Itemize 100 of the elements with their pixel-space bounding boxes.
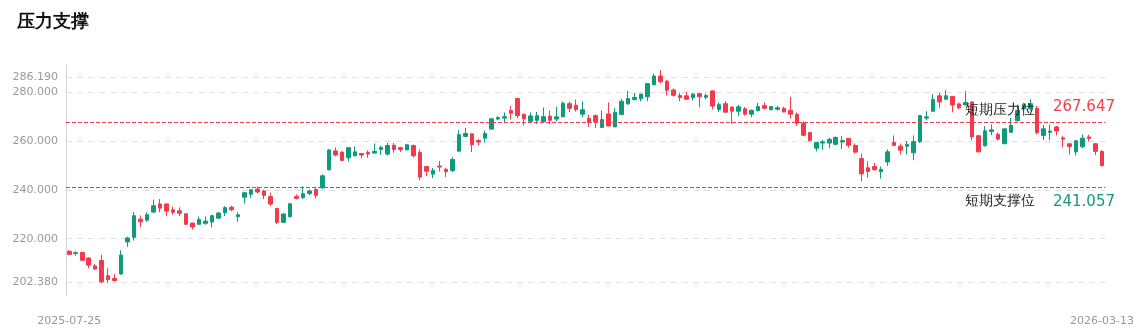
candlestick (424, 165, 429, 177)
candlestick (652, 73, 656, 86)
candlestick (145, 211, 149, 223)
candlestick (398, 146, 403, 153)
candlestick (1093, 142, 1098, 156)
candlestick (190, 222, 195, 230)
candlestick (957, 101, 961, 110)
y-tick-label: 286.190 (12, 70, 58, 84)
candlestick (340, 150, 344, 162)
candlestick (911, 134, 916, 161)
candlestick (392, 142, 396, 154)
candlestick (892, 134, 896, 147)
candlestick (229, 205, 234, 212)
ref-line-label: 短期支撑位 (965, 192, 1036, 209)
candlestick (346, 146, 351, 162)
candlestick (723, 100, 728, 113)
candlestick (782, 106, 786, 113)
candlestick (554, 106, 559, 123)
candlestick (379, 145, 383, 156)
candlestick (405, 144, 409, 151)
annotation: 267.647 (1052, 96, 1115, 115)
candlestick (236, 211, 240, 223)
candlestick (626, 90, 630, 106)
candlestick (580, 100, 585, 118)
candlestick (366, 149, 370, 159)
candlestick (846, 137, 851, 149)
candlestick (93, 263, 97, 271)
y-tick-label: 260.000 (12, 134, 58, 148)
candlestick (853, 143, 858, 155)
candlestick (632, 92, 637, 101)
candlestick (983, 125, 987, 147)
candlestick (808, 131, 812, 143)
x-tick-label: 2025-07-25 (37, 314, 102, 327)
candlestick (535, 111, 539, 125)
candlestick (872, 162, 877, 171)
candlestick (177, 206, 182, 217)
y-tick-label: 280.000 (12, 85, 58, 99)
candlestick (138, 214, 143, 228)
candlestick (1002, 128, 1007, 146)
candlestick (483, 130, 487, 144)
candlestick (684, 91, 689, 100)
chart-title: 压力支撑 (16, 9, 89, 31)
candlestick (281, 212, 286, 224)
candlestick (1100, 149, 1104, 168)
candlestick (879, 166, 883, 180)
candlestick (567, 100, 572, 113)
candlestick (944, 89, 948, 100)
candlestick (905, 140, 909, 156)
candlestick (67, 249, 72, 256)
candlestick (704, 93, 708, 100)
candlestick (658, 69, 663, 84)
candlestick (288, 202, 292, 218)
candlestick (756, 102, 760, 112)
candlestick (216, 211, 221, 220)
candlestick (444, 167, 448, 178)
candlestick (788, 96, 793, 120)
candlestick (515, 97, 520, 119)
candlestick (223, 205, 227, 217)
candlestick (457, 129, 461, 152)
candlestick (307, 189, 312, 196)
candlestick (489, 117, 494, 131)
candlestick (937, 92, 942, 109)
candlestick (613, 107, 617, 128)
candlestick (1067, 142, 1072, 156)
candlestick (710, 89, 715, 110)
candlestick (749, 109, 754, 118)
candlestick (99, 254, 104, 284)
y-tick-label: 220.000 (12, 232, 58, 246)
candlestick (502, 111, 507, 124)
candlestick (989, 123, 994, 136)
candlestick (671, 87, 676, 98)
candlestick (769, 105, 773, 111)
candlestick (840, 135, 845, 150)
candlestick (431, 167, 435, 179)
candlestick (1054, 125, 1059, 136)
candlestick (333, 146, 338, 158)
candlestick (1061, 135, 1065, 148)
candlestick (171, 206, 175, 216)
candlestick (255, 185, 260, 194)
candlestick (470, 132, 474, 153)
candlestick (976, 134, 981, 153)
candlestick (541, 107, 546, 123)
candlestick (528, 111, 533, 123)
candlestick (158, 198, 162, 213)
candlestick (574, 99, 578, 112)
candlestick (931, 93, 935, 112)
candlestick (885, 148, 890, 167)
candlestick (619, 98, 624, 116)
candlestick (1074, 139, 1078, 157)
candlestick (743, 106, 747, 117)
candlestick (294, 193, 299, 201)
candlestick (132, 211, 136, 241)
candlestick (275, 207, 279, 225)
candlestick (775, 105, 780, 112)
y-tick-label: 240.000 (12, 183, 58, 197)
candlestick (762, 101, 767, 110)
candlestick (898, 143, 903, 156)
candlestick (924, 110, 929, 121)
candlestick (210, 214, 214, 228)
candlestick (450, 156, 455, 173)
